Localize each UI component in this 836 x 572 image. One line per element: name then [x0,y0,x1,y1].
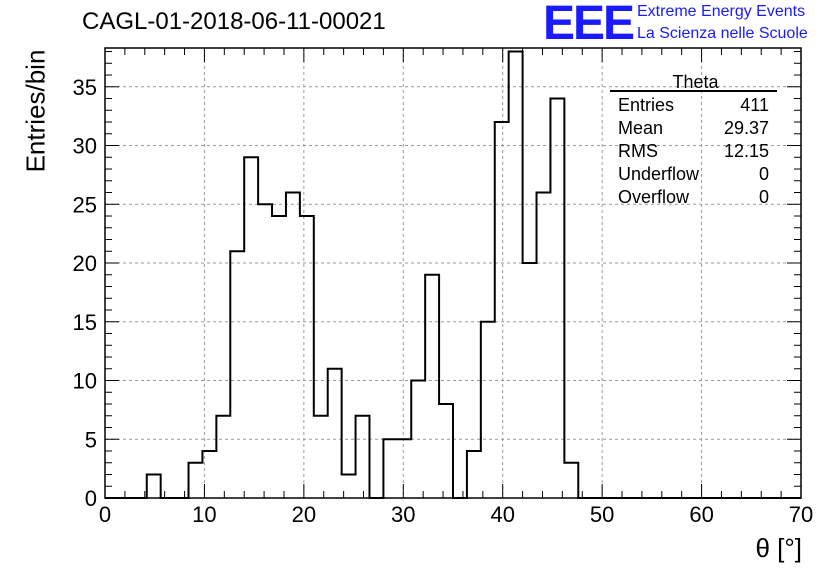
y-tick-label: 10 [73,369,97,394]
grid [105,48,801,498]
axis-ticks: 0 10 20 30 40 50 60 70 0 5 10 15 20 25 30 35 [73,48,813,527]
stats-row-label: Underflow [618,164,700,184]
y-tick-label: 15 [73,310,97,335]
stats-row-value: 0 [759,187,769,207]
histogram-bin [314,416,328,498]
histogram-series [105,50,801,499]
x-axis-label: θ [°] [755,533,802,563]
y-tick-label: 0 [85,486,97,511]
stats-row-value: 0 [759,164,769,184]
stats-row-label: Overflow [618,187,690,207]
x-tick-label: 40 [490,502,514,527]
stats-row-label: Mean [618,118,663,138]
histogram-bin [537,193,551,498]
stats-box: Theta Entries 411 Mean 29.37 RMS 12.15 Underfl… [610,72,777,207]
histogram-bin [564,463,578,498]
histogram-bin [495,122,509,498]
histogram-bin [230,251,244,498]
stats-row-value: 12.15 [724,141,769,161]
histogram-bin [147,475,161,498]
x-tick-label: 20 [292,502,316,527]
histogram-bin [216,416,230,498]
y-tick-label: 20 [73,251,97,276]
stats-title: Theta [672,72,719,92]
x-tick-label: 50 [590,502,614,527]
histogram-bin [425,275,439,498]
histogram-bin [272,216,286,498]
x-tick-label: 60 [689,502,713,527]
y-tick-label: 30 [73,134,97,159]
eee-logo: EEE [543,0,635,50]
x-tick-label: 70 [789,502,813,527]
histogram-bin [523,263,537,498]
logo-line-1: Extreme Energy Events [637,3,806,20]
histogram-bin [467,451,481,498]
histogram-bin [286,193,300,498]
histogram-bin [189,463,203,498]
stats-row-label: RMS [618,141,658,161]
histogram-bin [383,439,397,498]
histogram-bin [439,404,453,498]
chart-title: CAGL-01-2018-06-11-00021 [82,8,386,35]
plot-frame [104,47,802,499]
histogram-outline [105,50,801,499]
histogram-bin [397,439,411,498]
histogram-bin [550,99,564,498]
x-tick-label: 10 [192,502,216,527]
x-tick-label: 0 [99,502,111,527]
logo-line-2: La Scienza nelle Scuole [637,25,808,42]
histogram-bin [258,204,272,498]
y-tick-label: 5 [85,427,97,452]
y-tick-label: 35 [73,75,97,100]
stats-row-value: 411 [740,95,769,115]
stats-row-label: Entries [618,95,674,115]
histogram-bin [509,52,523,498]
y-tick-label: 25 [73,192,97,217]
histogram-bin [328,369,342,498]
histogram-bin [356,416,370,498]
x-tick-label: 30 [391,502,415,527]
histogram-bin [300,216,314,498]
histogram-bin [244,157,258,498]
histogram-bin [481,322,495,498]
stats-row-value: 29.37 [724,118,769,138]
